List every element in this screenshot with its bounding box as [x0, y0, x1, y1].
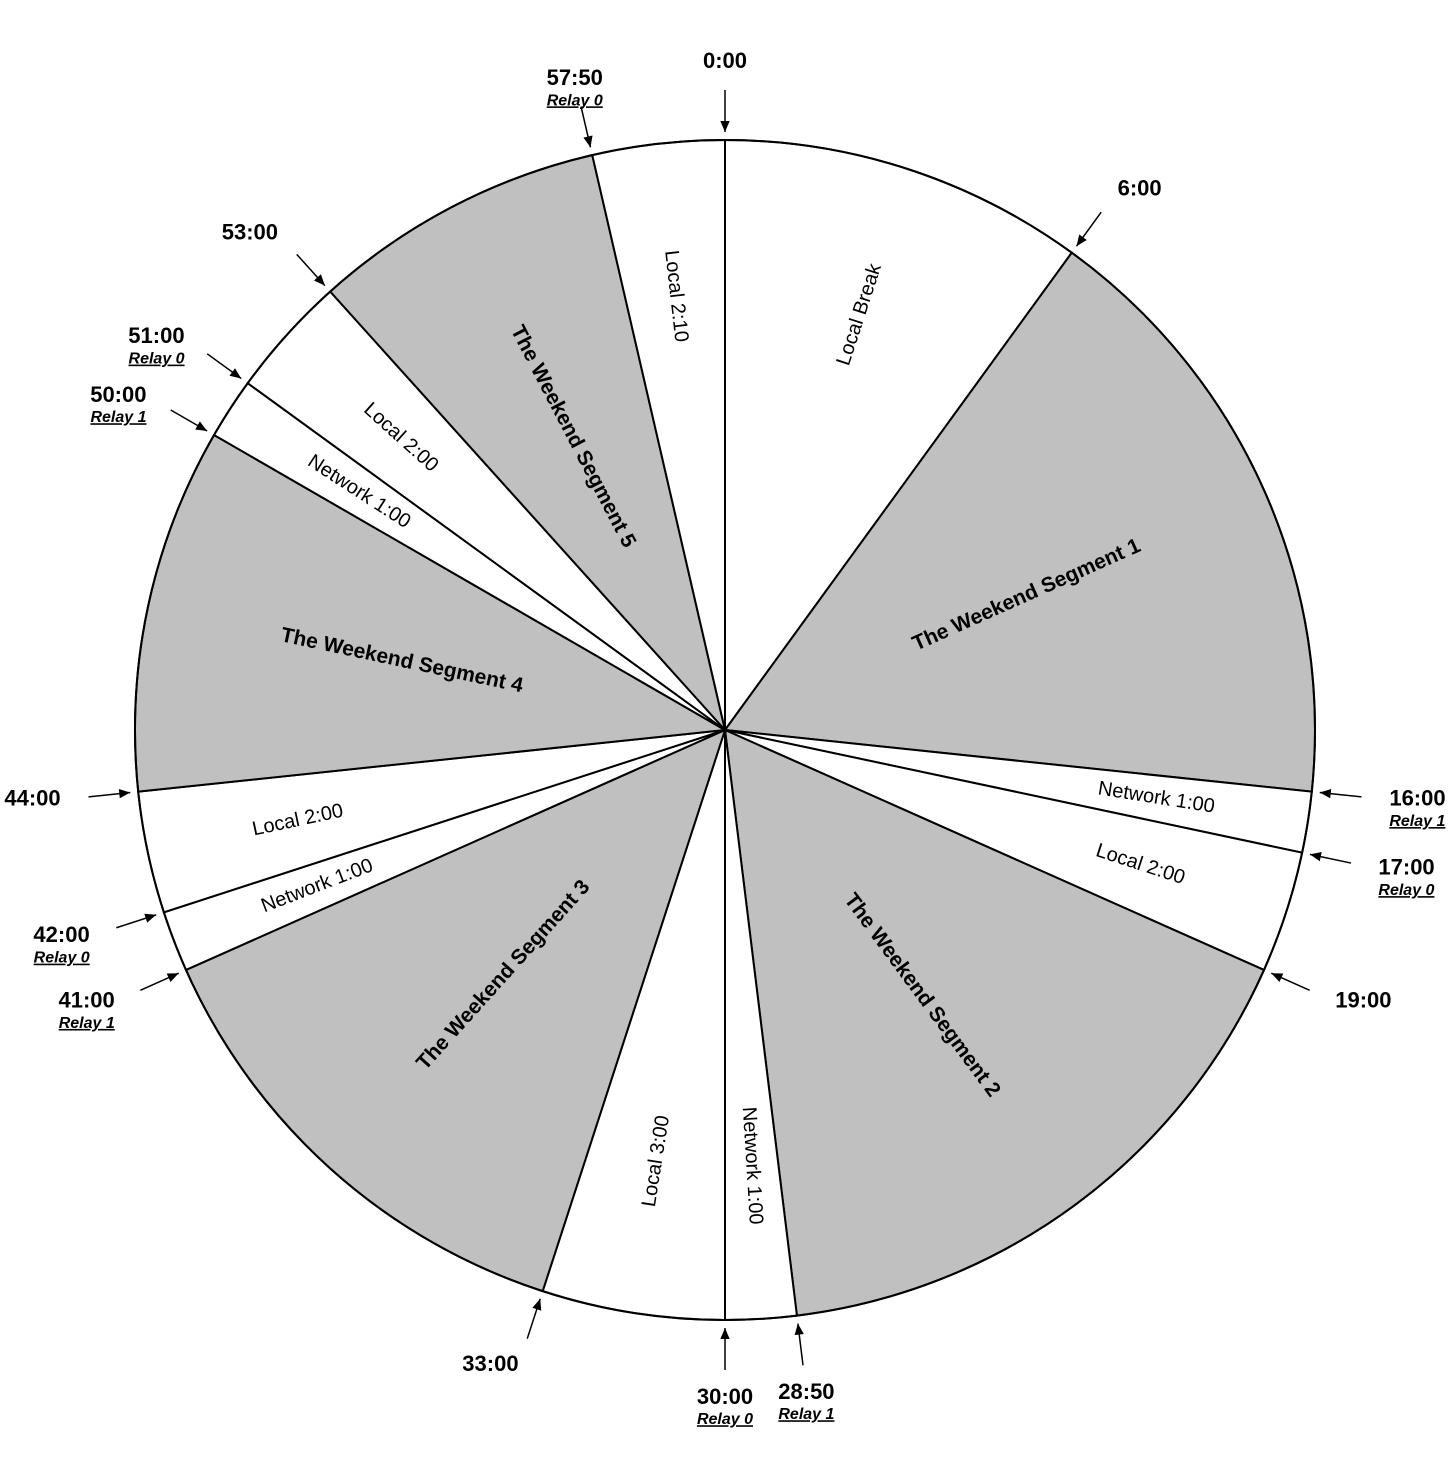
relay-label-12: Relay 0	[129, 351, 185, 368]
arrowhead-13	[313, 274, 325, 286]
arrowhead-4	[1271, 973, 1284, 982]
boundary-time-labels: 0:00 6:00 16:00 Relay 1 17:00 Relay 0 19:00 28:…	[4, 48, 1445, 1428]
arrowhead-7	[532, 1298, 542, 1311]
time-label-4: 19:00	[1335, 988, 1391, 1013]
arrowhead-9	[144, 913, 157, 923]
relay-label-8: Relay 1	[59, 1015, 115, 1032]
arrowhead-0	[720, 120, 730, 132]
arrowhead-8	[166, 973, 179, 982]
relay-label-11: Relay 1	[90, 409, 146, 426]
arrowhead-1	[1076, 234, 1087, 247]
time-label-12: 51:00	[128, 323, 184, 348]
relay-label-5: Relay 1	[778, 1406, 834, 1423]
arrowhead-12	[229, 368, 242, 379]
arrowhead-11	[195, 421, 208, 431]
relay-label-9: Relay 0	[34, 950, 90, 967]
time-label-8: 41:00	[58, 988, 114, 1013]
arrowhead-10	[118, 789, 131, 799]
time-label-1: 6:00	[1118, 175, 1162, 200]
time-label-13: 53:00	[222, 219, 278, 244]
arrowhead-5	[794, 1323, 804, 1336]
time-label-10: 44:00	[4, 786, 60, 811]
time-label-6: 30:00	[697, 1384, 753, 1409]
relay-label-6: Relay 0	[697, 1411, 753, 1428]
arrowhead-3	[1309, 852, 1322, 862]
relay-label-14: Relay 0	[547, 92, 603, 109]
arrowhead-6	[720, 1328, 730, 1340]
arrowhead-14	[583, 135, 593, 148]
time-label-14: 57:50	[547, 65, 603, 90]
arrowhead-2	[1319, 789, 1332, 799]
clock-wedges	[134, 138, 1316, 1322]
time-label-3: 17:00	[1378, 855, 1434, 880]
time-label-2: 16:00	[1389, 786, 1445, 811]
relay-label-3: Relay 0	[1378, 882, 1434, 899]
time-label-7: 33:00	[462, 1351, 518, 1376]
clock-rim	[134, 139, 1316, 1321]
time-label-9: 42:00	[33, 922, 89, 947]
time-label-0: 0:00	[703, 48, 747, 73]
time-label-5: 28:50	[778, 1379, 834, 1404]
time-label-11: 50:00	[90, 382, 146, 407]
relay-label-2: Relay 1	[1389, 813, 1445, 830]
